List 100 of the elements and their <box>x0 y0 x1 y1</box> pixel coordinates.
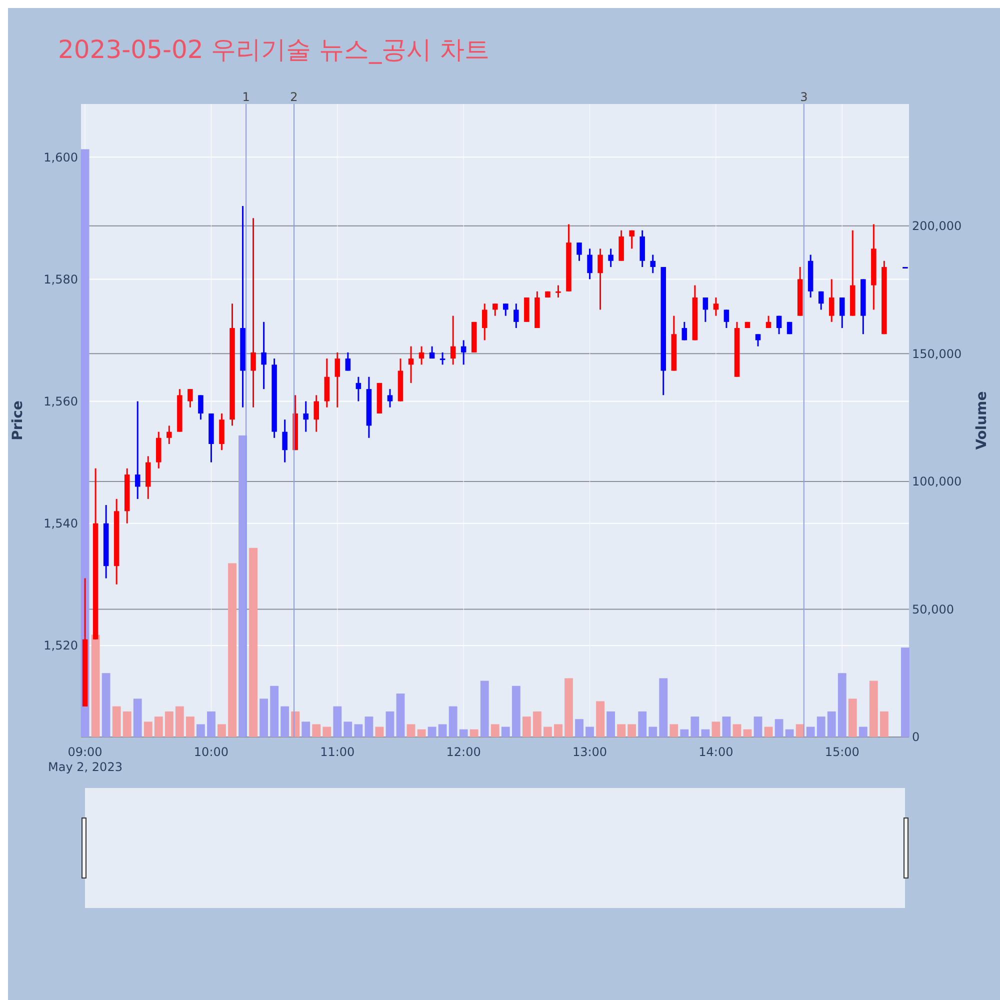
y2-tick-label: 50,000 <box>912 602 954 616</box>
candlestick <box>387 388 393 408</box>
bar <box>196 724 205 737</box>
bar <box>586 726 594 737</box>
bar <box>659 678 668 737</box>
bar <box>438 724 447 737</box>
bar <box>901 648 910 737</box>
y2-tick-label: 200,000 <box>912 219 962 234</box>
annotation: 2 <box>290 90 298 104</box>
bar <box>375 726 384 737</box>
bar <box>648 726 658 737</box>
bar <box>260 698 268 737</box>
y2-tick-label: 0 <box>912 730 920 744</box>
bar <box>827 711 836 737</box>
annotation: 3 <box>800 90 808 104</box>
candlestick <box>198 394 204 420</box>
y2-tick-label: 150,000 <box>912 346 962 361</box>
candlestick <box>334 352 340 408</box>
bar <box>207 711 216 737</box>
candlestick <box>166 424 172 445</box>
candlestick <box>724 308 730 329</box>
candlestick <box>713 296 719 317</box>
x-tick-label: 09:00 <box>68 745 102 759</box>
bar <box>396 694 405 737</box>
bar <box>806 726 815 737</box>
bar <box>270 686 279 737</box>
bar <box>490 724 500 737</box>
bar <box>333 706 342 737</box>
bar <box>838 673 846 737</box>
candlestick <box>766 315 772 329</box>
candlestick <box>345 352 351 372</box>
candlestick <box>682 321 688 341</box>
bar <box>596 701 604 737</box>
candlestick <box>650 254 656 274</box>
bar <box>344 722 352 737</box>
y-tick-label: 1,580 <box>44 272 78 286</box>
candlestick <box>629 230 634 250</box>
candlestick <box>408 346 414 384</box>
bar <box>218 724 226 737</box>
bar <box>754 716 762 737</box>
candlestick <box>755 333 761 348</box>
bar <box>680 729 689 737</box>
candlestick <box>440 352 446 366</box>
candlestick <box>356 376 362 402</box>
bar <box>186 716 194 737</box>
x-tick-label: 10:00 <box>194 745 229 759</box>
bar <box>417 729 426 737</box>
candlestick <box>418 346 424 366</box>
bar <box>280 706 290 737</box>
bar <box>428 726 436 737</box>
bar <box>406 724 416 737</box>
y-tick-label: 1,600 <box>44 150 78 164</box>
candlestick <box>492 302 498 317</box>
candlestick <box>429 346 435 360</box>
bar <box>154 716 163 737</box>
bar <box>164 711 174 737</box>
bar <box>774 719 784 737</box>
candlestick <box>598 248 603 310</box>
bar <box>386 711 394 737</box>
bar <box>858 726 868 737</box>
bar <box>628 724 636 737</box>
bar <box>869 680 878 737</box>
bar <box>617 724 626 737</box>
candlestick <box>250 217 256 408</box>
bar <box>606 711 615 737</box>
bar <box>638 711 647 737</box>
y-tick-label: 1,520 <box>44 638 78 653</box>
bar <box>133 698 142 737</box>
bar <box>470 729 478 737</box>
candlestick <box>188 388 193 408</box>
candlestick <box>818 290 824 310</box>
bar <box>480 680 489 737</box>
bar <box>112 706 121 737</box>
bar <box>501 726 510 737</box>
bar <box>354 724 363 737</box>
bar <box>785 729 794 737</box>
candlestick <box>776 315 782 335</box>
candlestick <box>576 242 582 262</box>
bar <box>122 711 132 737</box>
bar <box>312 724 321 737</box>
bar <box>712 722 720 737</box>
chart-title: 2023-05-02 우리기술 뉴스_공시 차트 <box>58 35 490 64</box>
bar <box>848 698 857 737</box>
bar <box>322 726 332 737</box>
bar <box>522 716 531 737</box>
bar <box>575 719 584 737</box>
candlestick <box>839 296 845 329</box>
bar <box>448 706 458 737</box>
candlestick <box>556 284 561 298</box>
candlestick <box>282 418 288 464</box>
candlestick <box>503 302 508 317</box>
bar <box>816 716 826 737</box>
bar <box>554 724 562 737</box>
bar <box>701 729 710 737</box>
bar <box>743 729 752 737</box>
bar <box>144 722 152 737</box>
candlestick <box>828 278 834 323</box>
bar <box>228 563 236 737</box>
y2-axis-title: Volume <box>974 391 990 450</box>
bar <box>80 149 90 737</box>
